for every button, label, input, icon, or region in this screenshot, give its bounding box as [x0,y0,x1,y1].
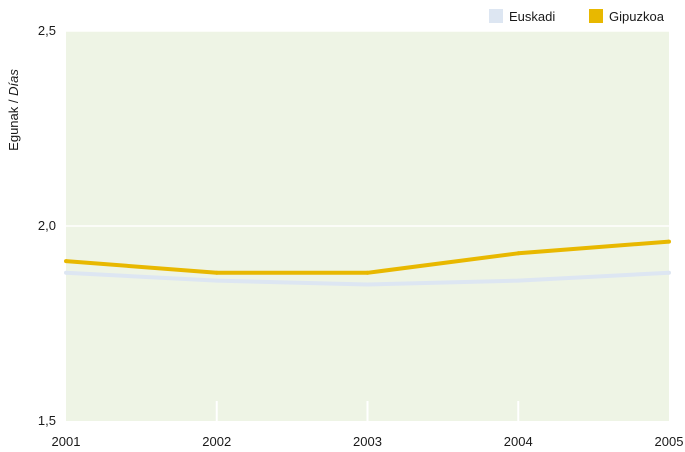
y-axis-label-italic: Días [6,69,21,96]
legend-label: Euskadi [509,9,555,24]
y-tick-labels: 1,5 2,0 2,5 [38,23,56,428]
y-axis-label: Egunak / Días [6,69,21,151]
y-axis-label-main: Egunak / [6,96,21,151]
data-point-euskadi [214,278,219,283]
legend-swatch [489,9,503,23]
x-tick-marks [215,401,520,421]
data-point-gipuzkoa [365,270,370,275]
legend-label: Gipuzkoa [609,9,665,24]
y-tick-label: 2,5 [38,23,56,38]
x-tick-label: 2003 [353,434,382,449]
x-tick-label: 2002 [202,434,231,449]
data-point-gipuzkoa [667,239,671,244]
data-point-euskadi [365,282,370,287]
data-point-euskadi [667,270,671,275]
data-point-gipuzkoa [516,251,521,256]
x-tick-labels: 2001 2002 2003 2004 2005 [52,434,684,449]
x-tick-label: 2005 [655,434,684,449]
data-point-euskadi [64,270,68,275]
gridlines [66,30,669,227]
y-tick-label: 1,5 [38,413,56,428]
legend: Euskadi Gipuzkoa [489,9,665,24]
x-tick-label: 2001 [52,434,81,449]
data-point-gipuzkoa [64,259,68,264]
legend-swatch [589,9,603,23]
data-point-euskadi [516,278,521,283]
series-lines [64,239,671,287]
x-tick-label: 2004 [504,434,533,449]
data-point-gipuzkoa [214,270,219,275]
y-tick-label: 2,0 [38,218,56,233]
